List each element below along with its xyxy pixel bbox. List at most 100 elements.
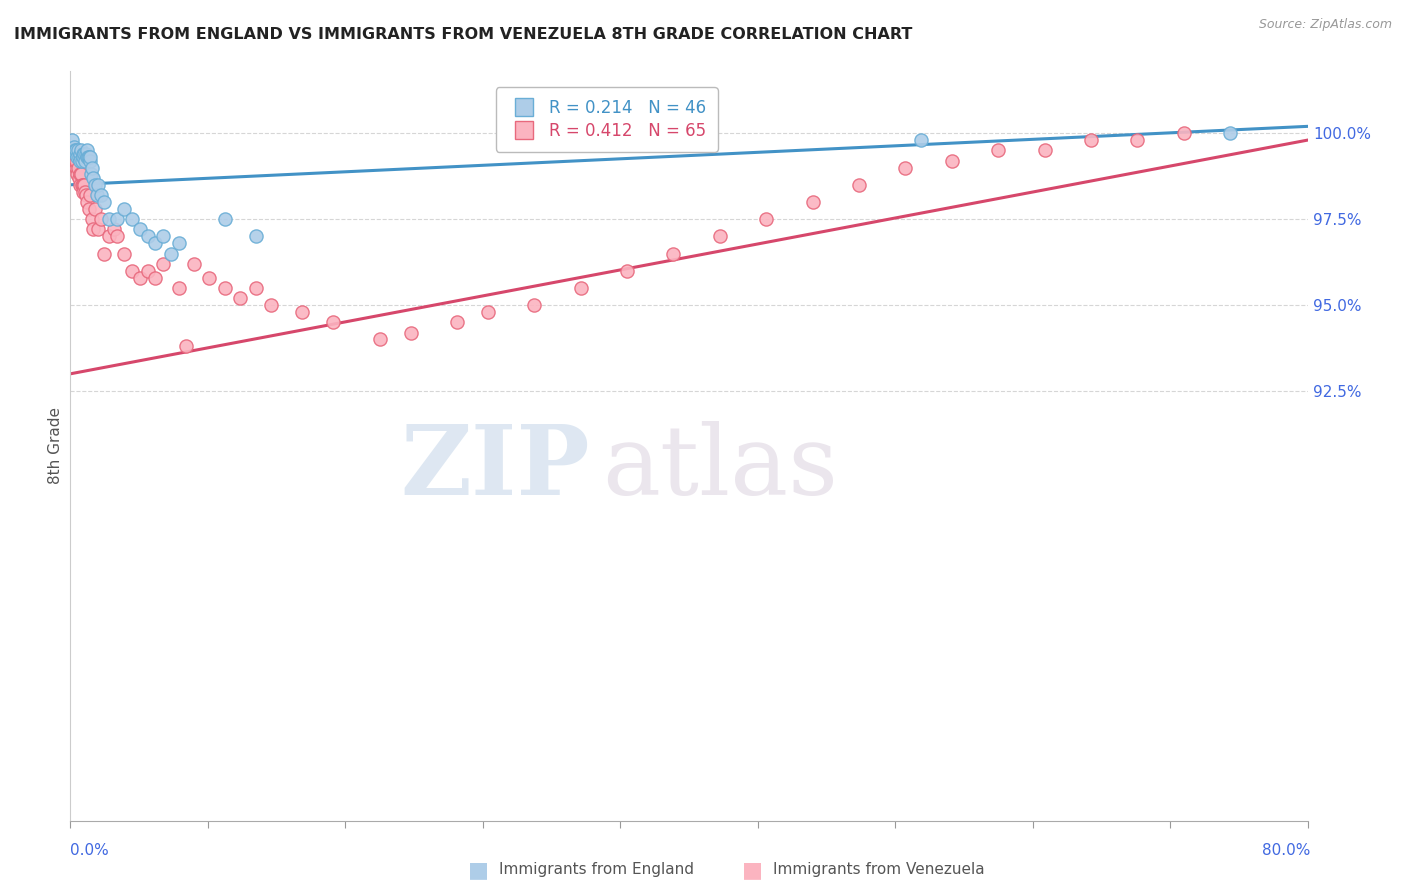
Point [62,144,84,158]
Point [129,270,152,285]
Legend: R = 0.214   N = 46, R = 0.412   N = 65: R = 0.214 N = 46, R = 0.412 N = 65 [495,87,717,152]
Point [136,229,159,244]
Text: Source: ZipAtlas.com: Source: ZipAtlas.com [1258,18,1392,31]
Point [63,144,86,158]
Point [229,291,252,305]
Point [76,144,98,158]
Point [75,146,97,161]
Text: ZIP: ZIP [401,422,591,516]
Point [77,150,100,164]
Point [87,178,110,192]
Point [152,229,174,244]
Point [709,229,731,244]
Point [63,153,86,168]
Point [214,281,236,295]
Point [79,188,101,202]
Point [77,202,100,216]
Text: ■: ■ [742,860,762,880]
Point [121,212,143,227]
Point [65,144,87,158]
Point [941,153,963,168]
Point [77,150,100,164]
Point [160,246,183,260]
Point [987,144,1010,158]
Point [121,263,143,277]
Point [79,153,101,168]
Point [80,212,103,227]
Point [90,212,112,227]
Point [70,144,93,158]
Point [910,133,932,147]
Point [69,153,91,168]
Point [894,161,917,175]
Point [72,178,94,192]
Text: IMMIGRANTS FROM ENGLAND VS IMMIGRANTS FROM VENEZUELA 8TH GRADE CORRELATION CHART: IMMIGRANTS FROM ENGLAND VS IMMIGRANTS FR… [14,27,912,42]
Point [152,257,174,271]
Point [72,146,94,161]
Point [90,188,112,202]
Point [1080,133,1102,147]
Point [399,326,422,340]
Point [183,257,205,271]
Point [145,270,167,285]
Point [93,194,115,209]
Point [62,150,84,164]
Point [1033,144,1056,158]
Text: 0.0%: 0.0% [70,843,110,858]
Point [245,281,267,295]
Point [801,194,824,209]
Point [167,236,190,251]
Point [65,153,87,168]
Point [70,178,93,192]
Point [167,281,190,295]
Text: 80.0%: 80.0% [1263,843,1310,858]
Point [755,212,778,227]
Point [176,339,198,353]
Point [65,146,87,161]
Point [1173,126,1195,140]
Point [65,161,87,175]
Point [245,229,267,244]
Point [75,188,97,202]
Point [114,202,135,216]
Point [63,140,86,154]
Point [82,170,105,185]
Point [368,333,391,347]
Point [93,246,115,260]
Point [62,144,84,158]
Point [72,185,94,199]
Point [79,150,101,164]
Text: atlas: atlas [602,422,838,516]
Point [291,305,314,319]
Point [73,185,96,199]
Point [446,315,468,329]
Point [72,150,94,164]
Point [129,222,152,236]
Point [80,161,103,175]
Point [86,188,108,202]
Point [98,229,120,244]
Point [105,212,128,227]
Point [569,281,592,295]
Point [69,178,91,192]
Point [98,212,120,227]
Point [80,168,103,182]
Point [69,168,91,182]
Point [84,202,107,216]
Point [76,150,98,164]
Point [145,236,167,251]
Text: Immigrants from England: Immigrants from England [499,863,695,877]
Point [76,194,98,209]
Point [105,229,128,244]
Point [66,150,89,164]
Point [63,150,86,164]
Point [60,133,83,147]
Point [82,222,105,236]
Point [73,153,96,168]
Point [67,150,90,164]
Point [66,168,89,182]
Point [69,146,91,161]
Point [70,153,93,168]
Point [67,144,90,158]
Point [87,222,110,236]
